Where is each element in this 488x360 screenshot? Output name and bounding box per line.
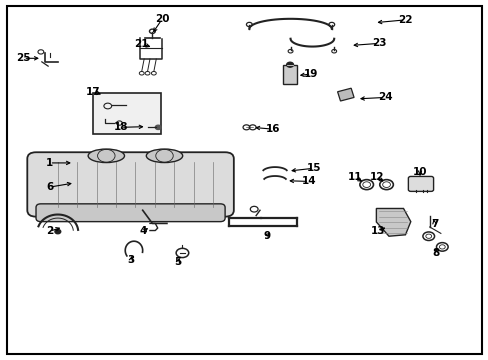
Text: 18: 18 [113,122,128,132]
FancyBboxPatch shape [407,176,433,192]
Text: 9: 9 [263,231,270,241]
Circle shape [55,229,61,234]
Text: 22: 22 [397,15,412,25]
Text: 17: 17 [86,87,101,97]
Text: 10: 10 [412,167,427,177]
Text: 6: 6 [46,182,53,192]
Text: 24: 24 [377,93,391,103]
Text: 20: 20 [155,14,169,24]
Circle shape [286,62,293,67]
Text: 13: 13 [370,226,385,236]
Circle shape [155,125,161,130]
Text: 8: 8 [432,248,439,258]
Text: 1: 1 [46,158,53,168]
Text: 14: 14 [301,176,316,186]
Polygon shape [337,88,353,101]
Text: 3: 3 [127,255,134,265]
Text: 25: 25 [16,53,31,63]
Polygon shape [376,208,410,236]
Bar [283,66,296,84]
Text: 12: 12 [369,172,384,182]
FancyBboxPatch shape [36,204,224,222]
Text: 21: 21 [134,39,149,49]
FancyBboxPatch shape [27,152,233,217]
Text: 15: 15 [306,163,321,173]
Text: 16: 16 [265,124,279,134]
Bar [93,93,161,134]
Text: 5: 5 [174,257,182,267]
Text: 11: 11 [347,172,362,182]
Ellipse shape [88,149,124,163]
Text: 2: 2 [46,226,53,236]
Ellipse shape [146,149,183,163]
Text: 7: 7 [430,219,437,229]
Text: 23: 23 [371,39,386,48]
Text: 19: 19 [304,69,318,79]
Text: 4: 4 [140,226,147,236]
